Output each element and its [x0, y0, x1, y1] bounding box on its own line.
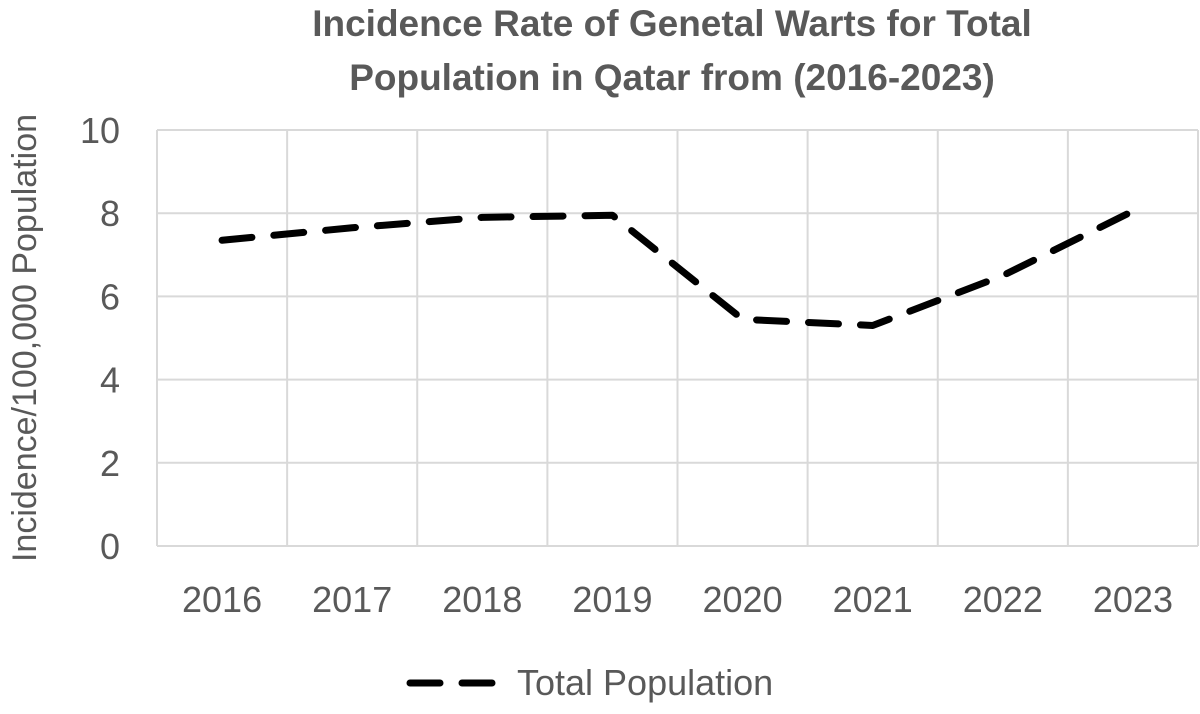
y-tick-label-8: 8	[100, 193, 120, 234]
y-tick-label-0: 0	[100, 526, 120, 567]
series-line-total-population	[218, 207, 1137, 330]
x-tick-label-2020: 2020	[703, 579, 783, 620]
x-tick-label-2019: 2019	[572, 579, 652, 620]
y-axis-title: Incidence/100,000 Population	[6, 114, 44, 562]
legend: Total Population	[406, 662, 773, 703]
data-point-2023	[1132, 211, 1133, 212]
x-tick-label-2017: 2017	[312, 579, 392, 620]
data-point-2020	[742, 319, 743, 320]
y-tick-label-4: 4	[100, 360, 120, 401]
data-point-2022	[1002, 275, 1003, 276]
x-tick-label-2018: 2018	[442, 579, 522, 620]
chart-title: Incidence Rate of Genetal Warts for Tota…	[312, 3, 1032, 98]
x-tick-label-2022: 2022	[963, 579, 1043, 620]
chart-title-line-2: Population in Qatar from (2016-2023)	[349, 57, 995, 98]
x-axis-ticks: 2016 2017 2018 2019 2020 2021 2022 2023	[182, 579, 1173, 620]
x-tick-label-2023: 2023	[1093, 579, 1173, 620]
y-tick-label-2: 2	[100, 443, 120, 484]
y-tick-label-10: 10	[80, 110, 120, 151]
x-tick-label-2021: 2021	[833, 579, 913, 620]
y-axis-ticks: 0 2 4 6 8 10	[80, 110, 120, 567]
y-tick-label-6: 6	[100, 276, 120, 317]
x-tick-label-2016: 2016	[182, 579, 262, 620]
chart-title-line-1: Incidence Rate of Genetal Warts for Tota…	[312, 3, 1032, 44]
gridlines	[156, 129, 1199, 547]
series-layer	[218, 207, 1137, 330]
legend-item-total-population: Total Population	[517, 662, 773, 703]
